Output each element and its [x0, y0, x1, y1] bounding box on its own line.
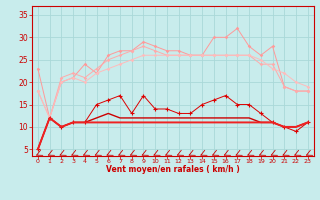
X-axis label: Vent moyen/en rafales ( km/h ): Vent moyen/en rafales ( km/h ): [106, 165, 240, 174]
